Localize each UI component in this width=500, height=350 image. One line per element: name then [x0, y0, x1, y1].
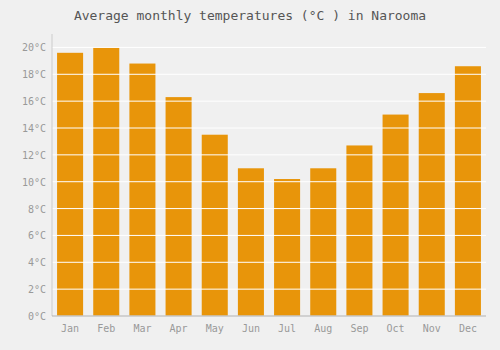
bar	[274, 179, 300, 316]
bar	[166, 97, 192, 316]
x-tick-label: Sep	[350, 323, 368, 334]
y-tick-label: 0°C	[28, 311, 46, 322]
y-tick-label: 2°C	[28, 284, 46, 295]
bar	[310, 168, 336, 316]
x-tick-label: Jan	[61, 323, 79, 334]
chart-container: Average monthly temperatures (°C ) in Na…	[0, 0, 500, 350]
x-tick-label: Nov	[423, 323, 441, 334]
y-tick-label: 10°C	[22, 177, 46, 188]
grid-line	[52, 47, 486, 48]
y-tick-label: 16°C	[22, 96, 46, 107]
grid-line	[52, 154, 486, 155]
bar	[383, 115, 409, 316]
y-tick-label: 4°C	[28, 257, 46, 268]
y-axis-line	[52, 34, 53, 316]
grid-line	[52, 208, 486, 209]
grid-line	[52, 235, 486, 236]
grid-line	[52, 316, 486, 317]
grid-line	[52, 289, 486, 290]
x-tick-label: Oct	[387, 323, 405, 334]
bar	[238, 168, 264, 316]
y-tick-label: 20°C	[22, 42, 46, 53]
x-tick-label: Apr	[170, 323, 188, 334]
y-tick-label: 6°C	[28, 230, 46, 241]
x-tick-label: May	[206, 323, 224, 334]
x-tick-label: Dec	[459, 323, 477, 334]
x-axis-line	[52, 316, 486, 317]
grid-line	[52, 262, 486, 263]
y-tick-label: 14°C	[22, 123, 46, 134]
x-tick-label: Jun	[242, 323, 260, 334]
bar	[346, 145, 372, 316]
x-tick-label: Aug	[314, 323, 332, 334]
grid-line	[52, 101, 486, 102]
grid-line	[52, 128, 486, 129]
y-tick-label: 18°C	[22, 69, 46, 80]
grid-line	[52, 74, 486, 75]
title: Average monthly temperatures (°C ) in Na…	[74, 8, 426, 23]
x-tick-label: Feb	[97, 323, 115, 334]
chart: Average monthly temperatures (°C ) in Na…	[0, 0, 500, 350]
bar	[419, 93, 445, 316]
grid-line	[52, 181, 486, 182]
x-tick-label: Mar	[133, 323, 151, 334]
x-tick-label: Jul	[278, 323, 296, 334]
grid	[52, 47, 486, 316]
y-tick-label: 8°C	[28, 204, 46, 215]
y-tick-label: 12°C	[22, 150, 46, 161]
bar	[455, 66, 481, 316]
bar	[57, 53, 83, 316]
